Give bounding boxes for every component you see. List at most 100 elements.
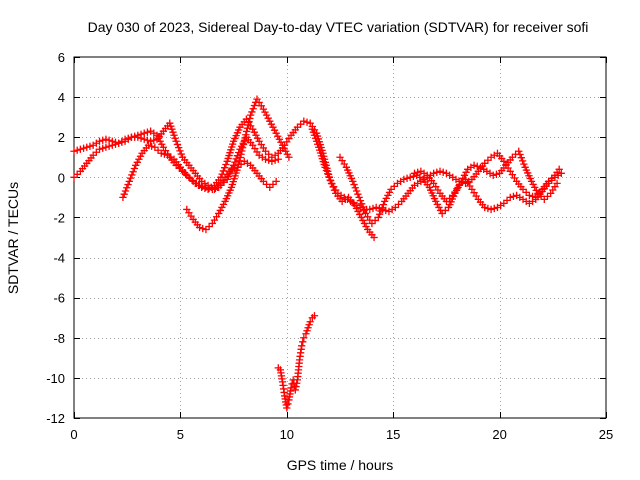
data-point-fill bbox=[243, 159, 252, 167]
data-point-fill bbox=[479, 165, 488, 173]
data-point-fill bbox=[434, 186, 442, 194]
data-point-fill bbox=[408, 184, 417, 192]
x-tick-label: 0 bbox=[70, 427, 77, 442]
data-point-fill bbox=[87, 154, 95, 162]
data-point bbox=[223, 157, 231, 165]
data-point-fill bbox=[137, 134, 145, 142]
data-point bbox=[76, 145, 85, 153]
data-point bbox=[108, 141, 116, 149]
data-point-fill bbox=[472, 192, 480, 200]
data-point bbox=[272, 177, 280, 185]
data-point bbox=[406, 173, 414, 181]
data-point-fill bbox=[396, 177, 405, 185]
y-tick-label: -2 bbox=[53, 210, 65, 225]
data-point-fill bbox=[394, 200, 403, 209]
data-point bbox=[321, 163, 329, 171]
data-point-fill bbox=[409, 172, 418, 180]
data-point-fill bbox=[226, 186, 234, 194]
data-point-fill bbox=[490, 204, 498, 213]
y-tick-label: 4 bbox=[58, 90, 65, 105]
data-point-fill bbox=[130, 133, 139, 141]
data-point-fill bbox=[472, 170, 480, 178]
data-point-fill bbox=[222, 194, 231, 203]
data-point-fill bbox=[326, 176, 334, 184]
y-tick-label: -6 bbox=[53, 291, 65, 306]
data-point bbox=[151, 143, 159, 151]
data-point-fill bbox=[416, 173, 424, 181]
data-point-fill bbox=[232, 131, 240, 140]
data-point-fill bbox=[379, 200, 388, 209]
x-tick-label: 25 bbox=[599, 427, 613, 442]
data-point-fill bbox=[312, 137, 321, 145]
data-point-fill bbox=[356, 196, 365, 205]
data-point-fill bbox=[517, 183, 525, 191]
data-point-fill bbox=[296, 120, 305, 128]
data-point-fill bbox=[239, 140, 248, 149]
data-point-fill bbox=[176, 147, 184, 155]
data-point bbox=[229, 137, 238, 145]
data-point-fill bbox=[346, 172, 354, 180]
data-point-fill bbox=[167, 153, 175, 161]
data-point-fill bbox=[245, 118, 253, 126]
data-point-fill bbox=[143, 128, 152, 136]
data-point-fill bbox=[183, 158, 191, 167]
data-point-fill bbox=[173, 140, 182, 149]
data-point-fill bbox=[351, 184, 359, 192]
data-point-fill bbox=[250, 101, 259, 110]
x-tick-label: 20 bbox=[492, 427, 506, 442]
data-point-fill bbox=[227, 146, 235, 154]
data-point bbox=[157, 149, 165, 157]
data-point bbox=[229, 161, 238, 169]
y-tick-label: 0 bbox=[58, 170, 65, 185]
data-point-fill bbox=[242, 131, 250, 139]
data-point-fill bbox=[292, 382, 300, 391]
data-point-fill bbox=[224, 154, 232, 163]
data-point bbox=[302, 330, 310, 338]
data-point-fill bbox=[478, 201, 487, 209]
data-point-fill bbox=[427, 177, 436, 185]
data-point bbox=[268, 157, 276, 165]
data-point-fill bbox=[503, 196, 511, 205]
data-point-fill bbox=[466, 182, 474, 190]
data-point-fill bbox=[174, 160, 182, 169]
data-point-fill bbox=[390, 182, 398, 191]
data-point bbox=[102, 135, 110, 143]
data-point-fill bbox=[160, 150, 169, 158]
data-point-fill bbox=[189, 166, 197, 175]
data-point-fill bbox=[336, 195, 344, 203]
data-point-fill bbox=[80, 162, 89, 170]
data-point-fill bbox=[446, 200, 454, 209]
data-point-fill bbox=[86, 142, 94, 150]
data-point-fill bbox=[360, 206, 368, 214]
data-point-fill bbox=[157, 130, 165, 138]
data-point-fill bbox=[551, 183, 559, 191]
data-point-fill bbox=[314, 140, 322, 148]
data-point-fill bbox=[229, 140, 237, 148]
data-point-fill bbox=[192, 179, 201, 187]
data-point-fill bbox=[105, 136, 113, 144]
data-point-fill bbox=[506, 156, 514, 164]
data-point-fill bbox=[473, 162, 481, 170]
data-point bbox=[240, 137, 248, 145]
data-point-fill bbox=[243, 124, 252, 132]
data-point-fill bbox=[205, 184, 213, 193]
x-tick-label: 5 bbox=[177, 427, 184, 442]
data-point-fill bbox=[199, 182, 207, 191]
data-point-fill bbox=[228, 180, 237, 189]
data-point-fill bbox=[222, 160, 230, 169]
data-point-fill bbox=[236, 153, 244, 162]
data-point-fill bbox=[235, 126, 243, 134]
data-point-fill bbox=[350, 199, 358, 208]
data-point-fill bbox=[340, 160, 348, 168]
data-point-fill bbox=[510, 174, 519, 182]
data-point-fill bbox=[121, 187, 130, 195]
data-point-fill bbox=[118, 137, 126, 145]
data-point-fill bbox=[215, 176, 223, 184]
data-point-fill bbox=[445, 194, 454, 203]
data-point-fill bbox=[124, 180, 132, 189]
data-point-fill bbox=[169, 128, 177, 136]
data-point bbox=[308, 125, 316, 133]
data-point-fill bbox=[371, 216, 379, 225]
data-point bbox=[208, 185, 216, 194]
data-point-fill bbox=[423, 181, 431, 189]
